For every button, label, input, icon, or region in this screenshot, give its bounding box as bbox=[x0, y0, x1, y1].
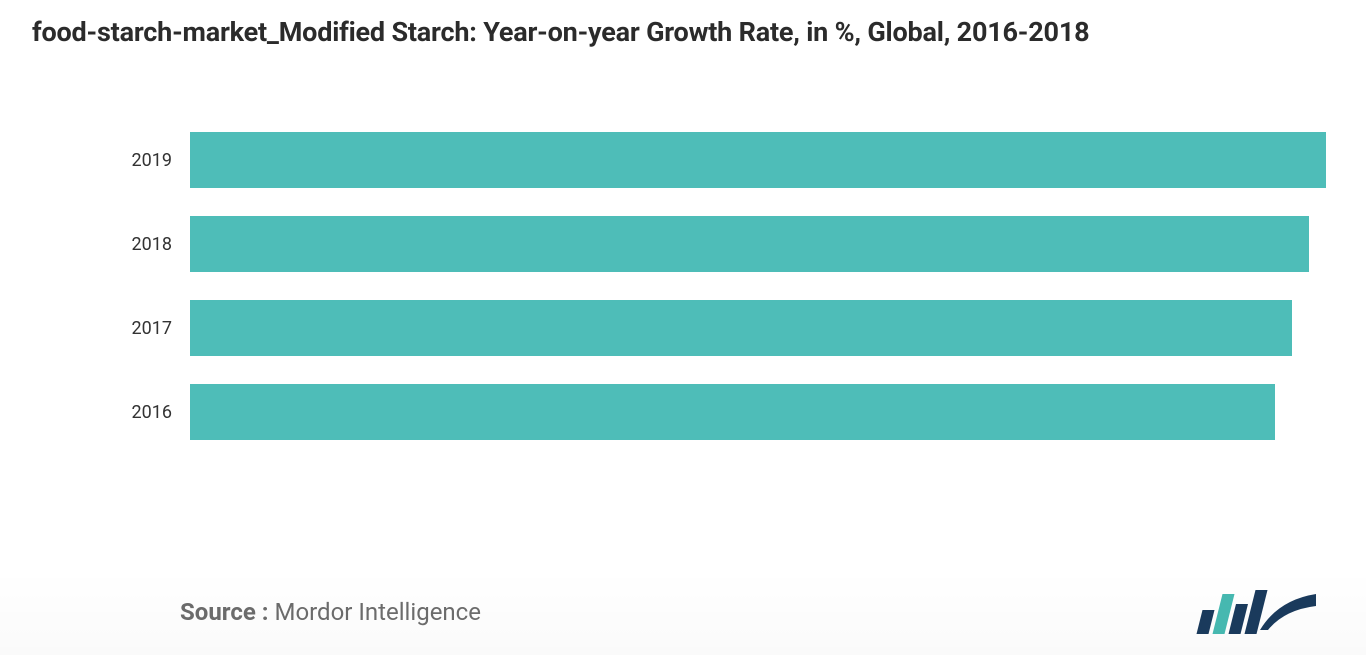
logo-bar-icon bbox=[1197, 610, 1215, 634]
source-prefix: Source : bbox=[180, 598, 269, 626]
bar bbox=[190, 132, 1326, 188]
source-attribution: Source : Mordor Intelligence bbox=[180, 598, 481, 626]
bar-track bbox=[190, 130, 1326, 190]
bar bbox=[190, 384, 1275, 440]
chart-row: 2018 bbox=[120, 214, 1326, 274]
chart-footer: Source : Mordor Intelligence bbox=[0, 569, 1366, 655]
source-name: Mordor Intelligence bbox=[274, 598, 480, 626]
chart-row: 2017 bbox=[120, 298, 1326, 358]
y-axis-category-label: 2017 bbox=[120, 318, 190, 339]
brand-logo-bars-icon bbox=[1197, 590, 1268, 634]
bar bbox=[190, 300, 1292, 356]
chart-row: 2016 bbox=[120, 382, 1326, 442]
y-axis-category-label: 2016 bbox=[120, 402, 190, 423]
chart-title: food-starch-market_Modified Starch: Year… bbox=[32, 16, 1334, 48]
brand-logo-swoosh-icon bbox=[1258, 590, 1318, 634]
bar-track bbox=[190, 382, 1326, 442]
y-axis-category-label: 2019 bbox=[120, 150, 190, 171]
bar-track bbox=[190, 214, 1326, 274]
y-axis-category-label: 2018 bbox=[120, 234, 190, 255]
bar bbox=[190, 216, 1309, 272]
brand-logo bbox=[1202, 590, 1318, 634]
bar-track bbox=[190, 298, 1326, 358]
chart-plot-area: 2019 2018 2017 2016 bbox=[120, 130, 1326, 490]
chart-row: 2019 bbox=[120, 130, 1326, 190]
